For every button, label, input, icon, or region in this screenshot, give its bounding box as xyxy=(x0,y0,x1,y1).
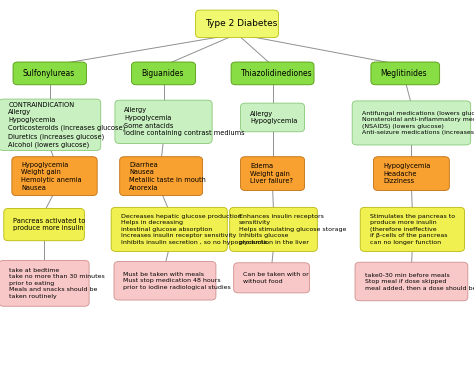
Text: Meglitinides: Meglitinides xyxy=(380,69,427,78)
FancyBboxPatch shape xyxy=(119,157,202,196)
FancyBboxPatch shape xyxy=(231,62,314,85)
FancyBboxPatch shape xyxy=(0,99,100,150)
FancyBboxPatch shape xyxy=(352,101,471,145)
FancyBboxPatch shape xyxy=(12,157,97,196)
Text: Stimulates the pancreas to
produce more insulin
(therefore ineffective
if β-cell: Stimulates the pancreas to produce more … xyxy=(370,214,455,245)
Text: Edema
Weight gain
Liver failure?: Edema Weight gain Liver failure? xyxy=(250,163,293,184)
Text: Type 2 Diabetes: Type 2 Diabetes xyxy=(205,19,277,28)
FancyBboxPatch shape xyxy=(240,157,304,190)
FancyBboxPatch shape xyxy=(374,157,449,190)
Text: Hypoglycemia
Weight gain
Hemolytic anemia
Nausea: Hypoglycemia Weight gain Hemolytic anemi… xyxy=(21,161,82,191)
Text: Biguanides: Biguanides xyxy=(141,69,183,78)
FancyBboxPatch shape xyxy=(0,261,89,306)
Text: Antifungal medications (lowers glucose)
Nonsteroidal anti-inflammatory medicatio: Antifungal medications (lowers glucose) … xyxy=(362,111,474,135)
Text: take at bedtime
take no more than 30 minutes
prior to eating
Meals and snacks sh: take at bedtime take no more than 30 min… xyxy=(9,268,104,299)
FancyBboxPatch shape xyxy=(111,207,227,251)
Text: Decreases hepatic glucose production
Helps in decreasing
intestinal glucose abso: Decreases hepatic glucose production Hel… xyxy=(120,214,269,245)
FancyBboxPatch shape xyxy=(13,62,86,85)
Text: Sulfonylureas: Sulfonylureas xyxy=(22,69,75,78)
Text: Thiazolidinediones: Thiazolidinediones xyxy=(240,69,312,78)
FancyBboxPatch shape xyxy=(195,10,278,37)
Text: Can be taken with or
without food: Can be taken with or without food xyxy=(243,272,309,284)
Text: Hypoglycemia
Headache
Dizziness: Hypoglycemia Headache Dizziness xyxy=(383,163,430,184)
Text: Diarrhea
Nausea
Metallic taste in mouth
Anorexia: Diarrhea Nausea Metallic taste in mouth … xyxy=(129,161,206,191)
Text: take0-30 min before meals
Stop meal if dose skipped
meal added, then a dose shou: take0-30 min before meals Stop meal if d… xyxy=(365,273,474,290)
Text: Allergy
Hypoglycemia: Allergy Hypoglycemia xyxy=(250,110,297,124)
FancyBboxPatch shape xyxy=(360,207,465,251)
FancyBboxPatch shape xyxy=(114,261,216,300)
Text: Allergy
Hypoglycemia
Some antacids
Iodine containing contrast mediums: Allergy Hypoglycemia Some antacids Iodin… xyxy=(124,107,245,137)
Text: Must be taken with meals
Must stop medication 48 hours
prior to iodine radiologi: Must be taken with meals Must stop medic… xyxy=(123,272,231,290)
FancyBboxPatch shape xyxy=(234,263,310,293)
FancyBboxPatch shape xyxy=(229,207,318,251)
FancyBboxPatch shape xyxy=(115,100,212,143)
FancyBboxPatch shape xyxy=(240,103,304,132)
FancyBboxPatch shape xyxy=(131,62,195,85)
Text: Pancreas activated to
produce more insulin: Pancreas activated to produce more insul… xyxy=(13,218,86,232)
FancyBboxPatch shape xyxy=(355,262,468,301)
Text: CONTRAINDICATION
Allergy
Hypoglycemia
Corticosteroids (increases glucose)
Diuret: CONTRAINDICATION Allergy Hypoglycemia Co… xyxy=(8,102,126,148)
FancyBboxPatch shape xyxy=(371,62,439,85)
Text: Enhances insulin receptors
sensitivity
Helps stimulating glucose storage
Inhibit: Enhances insulin receptors sensitivity H… xyxy=(239,214,346,245)
FancyBboxPatch shape xyxy=(4,208,84,241)
